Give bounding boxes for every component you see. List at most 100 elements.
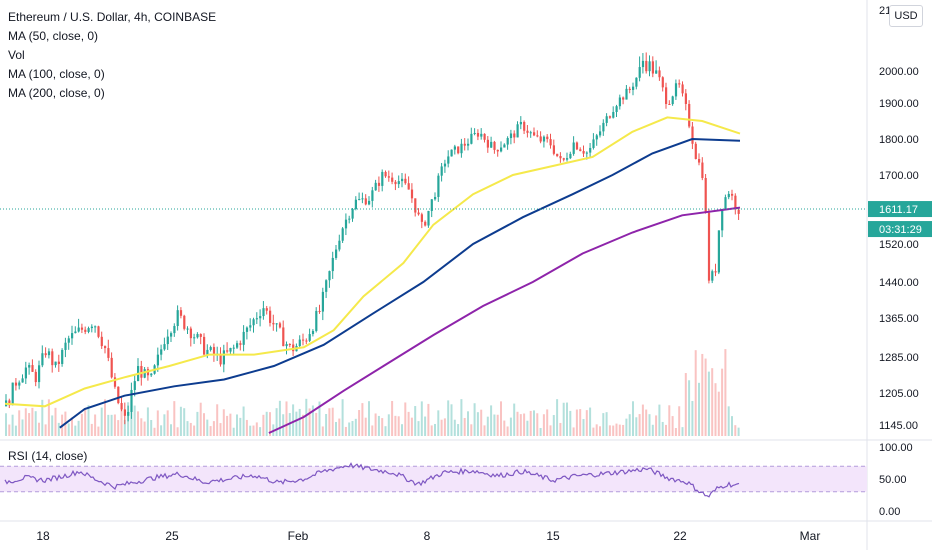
volume-bar — [638, 414, 641, 436]
volume-bar — [595, 424, 598, 436]
candle-body — [377, 182, 381, 186]
candle-body — [222, 350, 225, 365]
volume-bar — [176, 427, 179, 436]
candle-body — [384, 171, 387, 177]
candle-body — [249, 325, 252, 328]
candle-body — [292, 344, 295, 352]
volume-bar — [665, 424, 667, 436]
candle-body — [397, 181, 400, 185]
rsi-tick-label: 100.00 — [879, 442, 913, 454]
volume-bar — [150, 419, 153, 436]
volume-bar — [341, 399, 344, 436]
candle-body — [252, 319, 255, 326]
candle-body — [450, 149, 453, 157]
volume-bar — [163, 414, 166, 436]
volume-bar — [500, 401, 502, 436]
volume-bar — [374, 413, 377, 436]
volume-bar — [67, 423, 70, 436]
candle-body — [239, 343, 242, 345]
volume-bar — [434, 423, 436, 436]
volume-bar — [490, 405, 493, 436]
candle-body — [262, 308, 265, 317]
volume-bar — [90, 423, 93, 436]
legend-ma100[interactable]: MA (100, close, 0) — [8, 67, 105, 81]
volume-bar — [486, 416, 489, 436]
volume-bar — [414, 406, 417, 436]
volume-bar — [183, 408, 186, 436]
volume-bar — [417, 421, 420, 436]
price-tick-label: 1520.00 — [879, 239, 919, 251]
candle-body — [539, 136, 542, 142]
volume-bar — [364, 417, 367, 436]
volume-bar — [420, 401, 423, 436]
volume-bar — [473, 403, 476, 436]
candle-body — [503, 144, 506, 148]
volume-bar — [351, 421, 354, 436]
volume-bar — [618, 424, 621, 436]
volume-bar — [140, 418, 143, 436]
candle-body — [255, 318, 258, 320]
volume-bar — [628, 414, 631, 436]
volume-bar — [622, 424, 625, 436]
candle-body — [120, 403, 123, 410]
volume-bar — [476, 412, 479, 436]
volume-bar — [156, 410, 159, 436]
volume-bar — [605, 412, 608, 436]
legend-vol[interactable]: Vol — [8, 48, 25, 62]
volume-bar — [348, 422, 351, 436]
volume-bar — [384, 426, 387, 436]
time-tick-label: 15 — [546, 529, 560, 543]
candle-body — [97, 326, 100, 337]
price-tick-label: 1145.00 — [879, 420, 918, 432]
volume-bar — [206, 419, 209, 436]
volume-bar — [516, 411, 519, 436]
volume-bar — [77, 420, 80, 436]
candle-body — [556, 153, 559, 157]
legend-ma50[interactable]: MA (50, close, 0) — [8, 29, 99, 43]
candle-body — [391, 177, 394, 182]
candle-body — [374, 182, 377, 191]
volume-bar — [556, 399, 559, 436]
volume-bar — [404, 402, 407, 436]
volume-bar — [655, 415, 658, 436]
volume-bar — [331, 407, 334, 436]
volume-bar — [625, 418, 628, 436]
candle-body — [572, 142, 575, 154]
volume-bar — [724, 349, 727, 436]
candle-body — [437, 175, 440, 197]
ma100-line — [59, 137, 741, 429]
candle-body — [714, 271, 717, 273]
volume-bar — [450, 404, 453, 436]
currency-button[interactable]: USD — [889, 5, 923, 27]
legend-ma200[interactable]: MA (200, close, 0) — [8, 86, 105, 100]
volume-bar — [54, 407, 57, 436]
price-tick-label: 1285.00 — [879, 352, 919, 364]
volume-bar — [51, 415, 54, 436]
legend-title: Ethereum / U.S. Dollar, 4h, COINBASE — [8, 10, 217, 24]
volume-bar — [354, 418, 357, 436]
volume-bar — [694, 350, 697, 436]
candle-body — [480, 133, 483, 137]
ma200-line — [268, 206, 741, 434]
volume-bar — [377, 415, 380, 436]
candle-body — [526, 130, 529, 133]
volume-bar — [278, 400, 281, 436]
candle-body — [28, 365, 31, 368]
candle-body — [401, 178, 404, 182]
price-tick-label: 1800.00 — [879, 134, 919, 146]
volume-bar — [120, 405, 123, 436]
candle-body — [123, 409, 126, 416]
candle-body — [681, 84, 684, 94]
candle-body — [420, 214, 423, 222]
price-tick-label: 1900.00 — [879, 98, 919, 110]
volume-bar — [318, 401, 321, 436]
candle-body — [566, 158, 569, 160]
candle-body — [298, 339, 301, 346]
volume-bar — [661, 421, 664, 436]
candle-body — [460, 143, 463, 154]
volume-bar — [704, 358, 707, 436]
candles — [5, 52, 740, 425]
candle-body — [486, 139, 489, 148]
candle-body — [14, 382, 18, 386]
